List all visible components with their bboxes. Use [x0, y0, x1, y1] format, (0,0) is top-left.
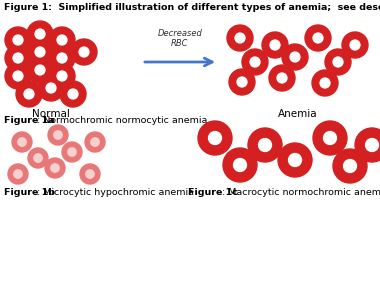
Circle shape: [223, 148, 257, 182]
Circle shape: [18, 138, 26, 146]
Circle shape: [49, 63, 75, 89]
Circle shape: [8, 164, 28, 184]
Text: Figure 1:  Simplified illustration of different types of anemia;  see descriptio: Figure 1: Simplified illustration of dif…: [4, 3, 380, 12]
Circle shape: [342, 32, 368, 58]
Circle shape: [68, 89, 78, 99]
Text: : Microcytic hypochromic anemia: : Microcytic hypochromic anemia: [37, 188, 194, 197]
Circle shape: [85, 132, 105, 152]
Circle shape: [350, 40, 360, 50]
Circle shape: [34, 154, 42, 162]
Circle shape: [5, 27, 31, 53]
Circle shape: [355, 128, 380, 162]
Circle shape: [209, 132, 222, 144]
Circle shape: [290, 52, 300, 62]
Circle shape: [57, 53, 67, 63]
Circle shape: [49, 27, 75, 53]
Circle shape: [305, 25, 331, 51]
Text: : Normochromic normocytic anemia: : Normochromic normocytic anemia: [37, 116, 207, 125]
Circle shape: [16, 81, 42, 107]
Circle shape: [320, 78, 330, 88]
Circle shape: [229, 69, 255, 95]
Circle shape: [27, 39, 53, 65]
Text: Figure 1c: Figure 1c: [188, 188, 238, 197]
Text: Decreased
RBC: Decreased RBC: [158, 29, 203, 48]
Circle shape: [14, 170, 22, 178]
Circle shape: [57, 35, 67, 45]
Circle shape: [27, 57, 53, 83]
Text: Anemia: Anemia: [278, 109, 318, 119]
Circle shape: [28, 148, 48, 168]
Circle shape: [258, 139, 271, 151]
Circle shape: [48, 125, 68, 145]
Circle shape: [24, 89, 34, 99]
Circle shape: [237, 77, 247, 87]
Circle shape: [5, 63, 31, 89]
Text: Normal: Normal: [32, 109, 70, 119]
Circle shape: [86, 170, 94, 178]
Circle shape: [312, 70, 338, 96]
Circle shape: [366, 139, 378, 151]
Circle shape: [60, 81, 86, 107]
Circle shape: [5, 45, 31, 71]
Text: Figure 1a: Figure 1a: [4, 116, 55, 125]
Circle shape: [333, 149, 367, 183]
Circle shape: [12, 132, 32, 152]
Text: Figure 1b: Figure 1b: [4, 188, 55, 197]
Circle shape: [13, 71, 23, 81]
Circle shape: [333, 57, 343, 67]
Circle shape: [242, 49, 268, 75]
Circle shape: [68, 148, 76, 156]
Circle shape: [57, 71, 67, 81]
Circle shape: [288, 153, 301, 166]
Circle shape: [313, 33, 323, 43]
Circle shape: [277, 73, 287, 83]
Circle shape: [45, 158, 65, 178]
Circle shape: [54, 131, 62, 139]
Circle shape: [80, 164, 100, 184]
Text: : Macrocytic normochromic anemia: : Macrocytic normochromic anemia: [222, 188, 380, 197]
Circle shape: [35, 47, 45, 57]
Circle shape: [13, 35, 23, 45]
Circle shape: [35, 65, 45, 75]
Circle shape: [323, 132, 336, 144]
Circle shape: [62, 142, 82, 162]
Circle shape: [38, 75, 64, 101]
Circle shape: [49, 45, 75, 71]
Circle shape: [250, 57, 260, 67]
Circle shape: [91, 138, 99, 146]
Circle shape: [35, 29, 45, 39]
Circle shape: [227, 25, 253, 51]
Circle shape: [234, 159, 247, 171]
Circle shape: [269, 65, 295, 91]
Circle shape: [79, 47, 89, 57]
Circle shape: [13, 53, 23, 63]
Circle shape: [262, 32, 288, 58]
Circle shape: [325, 49, 351, 75]
Circle shape: [270, 40, 280, 50]
Circle shape: [51, 164, 59, 172]
Circle shape: [198, 121, 232, 155]
Circle shape: [282, 44, 308, 70]
Circle shape: [27, 21, 53, 47]
Circle shape: [344, 160, 356, 173]
Circle shape: [71, 39, 97, 65]
Circle shape: [248, 128, 282, 162]
Circle shape: [46, 83, 56, 93]
Circle shape: [235, 33, 245, 43]
Circle shape: [313, 121, 347, 155]
Circle shape: [278, 143, 312, 177]
